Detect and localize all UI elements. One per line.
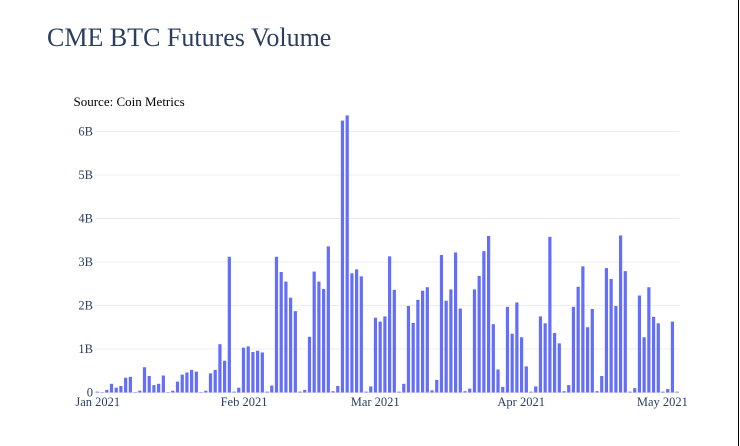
svg-text:Apr 2021: Apr 2021 <box>497 395 545 409</box>
svg-text:6B: 6B <box>78 125 93 139</box>
svg-text:3B: 3B <box>78 255 93 269</box>
svg-text:Mar 2021: Mar 2021 <box>351 395 400 409</box>
svg-text:2B: 2B <box>78 299 93 313</box>
svg-text:Feb 2021: Feb 2021 <box>221 395 268 409</box>
svg-text:Jan 2021: Jan 2021 <box>75 395 120 409</box>
svg-text:5B: 5B <box>78 168 93 182</box>
svg-text:1B: 1B <box>78 342 93 356</box>
svg-text:May 2021: May 2021 <box>637 395 688 409</box>
svg-text:4B: 4B <box>78 212 93 226</box>
svg-text:0: 0 <box>87 386 93 400</box>
